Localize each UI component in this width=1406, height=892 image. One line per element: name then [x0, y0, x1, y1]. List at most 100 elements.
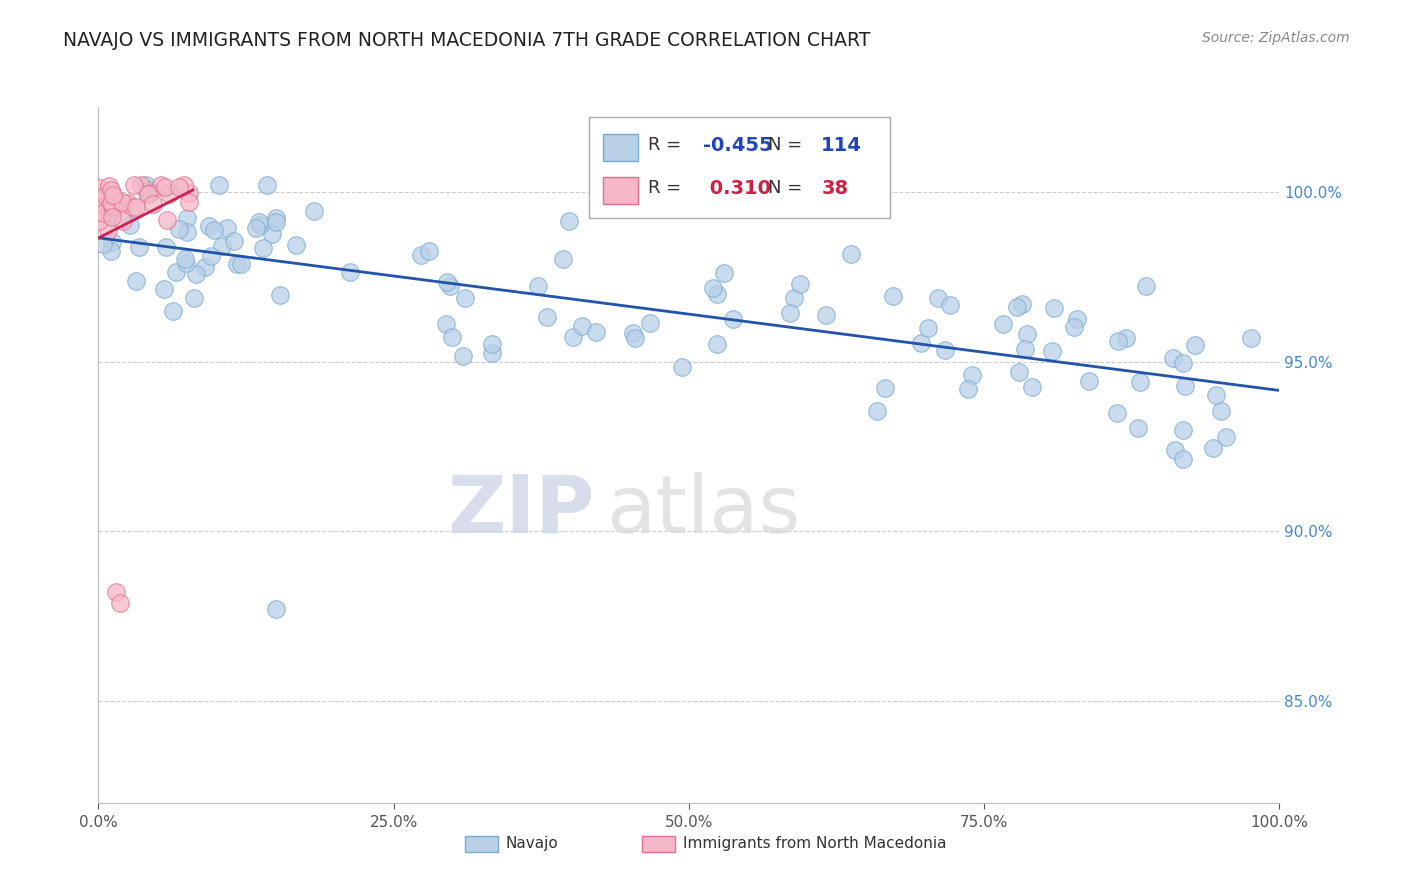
- Point: [101, 199, 124, 213]
- Point: [536, 310, 558, 324]
- Point: [103, 190, 125, 204]
- Point: [202, 223, 225, 237]
- Point: [1007, 300, 1029, 314]
- Point: [839, 247, 862, 261]
- Point: [339, 265, 361, 279]
- Point: [139, 186, 162, 200]
- Text: N =: N =: [768, 136, 808, 154]
- Point: [1040, 344, 1063, 359]
- Point: [1129, 376, 1152, 390]
- Point: [439, 278, 461, 293]
- Point: [882, 288, 904, 302]
- Point: [1240, 331, 1263, 345]
- Point: [167, 222, 190, 236]
- Point: [176, 225, 198, 239]
- Point: [256, 178, 278, 193]
- Point: [211, 239, 233, 253]
- Point: [1107, 334, 1129, 348]
- Point: [101, 235, 124, 249]
- Point: [264, 602, 287, 616]
- Point: [176, 256, 198, 270]
- Point: [249, 218, 271, 232]
- Point: [875, 381, 897, 395]
- Point: [418, 244, 440, 259]
- Point: [118, 218, 141, 232]
- Point: [1173, 452, 1195, 467]
- Point: [121, 200, 143, 214]
- Point: [1063, 320, 1085, 334]
- Point: [671, 360, 693, 375]
- Point: [105, 585, 128, 599]
- Point: [706, 337, 728, 351]
- Point: [910, 336, 932, 351]
- Point: [208, 178, 231, 193]
- Point: [89, 181, 111, 195]
- Point: [101, 200, 124, 214]
- Point: [173, 252, 195, 266]
- Point: [138, 183, 160, 197]
- Point: [411, 248, 433, 262]
- Point: [527, 278, 550, 293]
- Text: NAVAJO VS IMMIGRANTS FROM NORTH MACEDONIA 7TH GRADE CORRELATION CHART: NAVAJO VS IMMIGRANTS FROM NORTH MACEDONI…: [63, 31, 870, 50]
- Point: [194, 260, 217, 274]
- Point: [815, 308, 838, 322]
- Point: [260, 227, 283, 241]
- Point: [1173, 356, 1195, 370]
- Point: [624, 331, 647, 345]
- Point: [183, 291, 205, 305]
- Point: [1066, 312, 1088, 326]
- FancyBboxPatch shape: [603, 134, 638, 161]
- Point: [436, 275, 458, 289]
- Point: [91, 205, 114, 219]
- Text: Navajo: Navajo: [506, 836, 558, 851]
- Point: [117, 195, 139, 210]
- Point: [245, 220, 267, 235]
- Point: [125, 274, 148, 288]
- Point: [177, 195, 200, 210]
- Point: [451, 349, 474, 363]
- Point: [1174, 379, 1197, 393]
- Point: [585, 326, 607, 340]
- Point: [1115, 331, 1137, 345]
- Point: [454, 291, 477, 305]
- Point: [1209, 404, 1232, 418]
- Point: [103, 199, 125, 213]
- Point: [101, 210, 124, 224]
- Point: [713, 266, 735, 280]
- Point: [101, 187, 124, 202]
- Text: N =: N =: [768, 179, 808, 197]
- Point: [991, 317, 1014, 331]
- Point: [100, 195, 122, 210]
- Point: [155, 180, 177, 194]
- Point: [1105, 406, 1128, 420]
- Point: [108, 596, 131, 610]
- Point: [302, 204, 325, 219]
- Point: [1215, 430, 1237, 444]
- Text: R =: R =: [648, 179, 686, 197]
- Point: [571, 319, 593, 334]
- Point: [135, 178, 157, 193]
- Point: [1171, 423, 1194, 437]
- Point: [155, 240, 177, 254]
- Point: [177, 186, 200, 200]
- Point: [779, 306, 801, 320]
- Point: [225, 257, 247, 271]
- Point: [100, 183, 122, 197]
- Point: [152, 282, 174, 296]
- Point: [957, 383, 980, 397]
- Point: [1015, 327, 1038, 342]
- Point: [184, 267, 207, 281]
- Point: [249, 215, 271, 229]
- Point: [98, 196, 121, 211]
- Point: [229, 257, 252, 271]
- Point: [269, 287, 291, 301]
- Point: [1078, 374, 1101, 388]
- Point: [87, 214, 110, 228]
- Point: [481, 346, 503, 360]
- Point: [638, 316, 661, 330]
- Point: [789, 277, 811, 291]
- Point: [1135, 279, 1157, 293]
- Point: [89, 200, 111, 214]
- Point: [264, 211, 287, 226]
- Text: R =: R =: [648, 136, 686, 154]
